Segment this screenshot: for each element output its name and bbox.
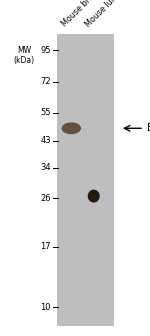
Text: 43: 43 (40, 136, 51, 145)
Text: 95: 95 (40, 46, 51, 55)
Ellipse shape (88, 190, 100, 203)
Text: MW
(kDa): MW (kDa) (14, 46, 34, 65)
Ellipse shape (61, 122, 81, 134)
Text: Mouse brain: Mouse brain (60, 0, 101, 29)
Text: 17: 17 (40, 242, 51, 251)
FancyBboxPatch shape (57, 34, 114, 326)
Text: Mouse lung: Mouse lung (84, 0, 122, 29)
Text: 26: 26 (40, 194, 51, 203)
Text: 10: 10 (40, 303, 51, 312)
Text: 34: 34 (40, 163, 51, 172)
Text: 55: 55 (40, 108, 51, 117)
Text: 72: 72 (40, 78, 51, 86)
Text: BASP1: BASP1 (147, 123, 150, 133)
